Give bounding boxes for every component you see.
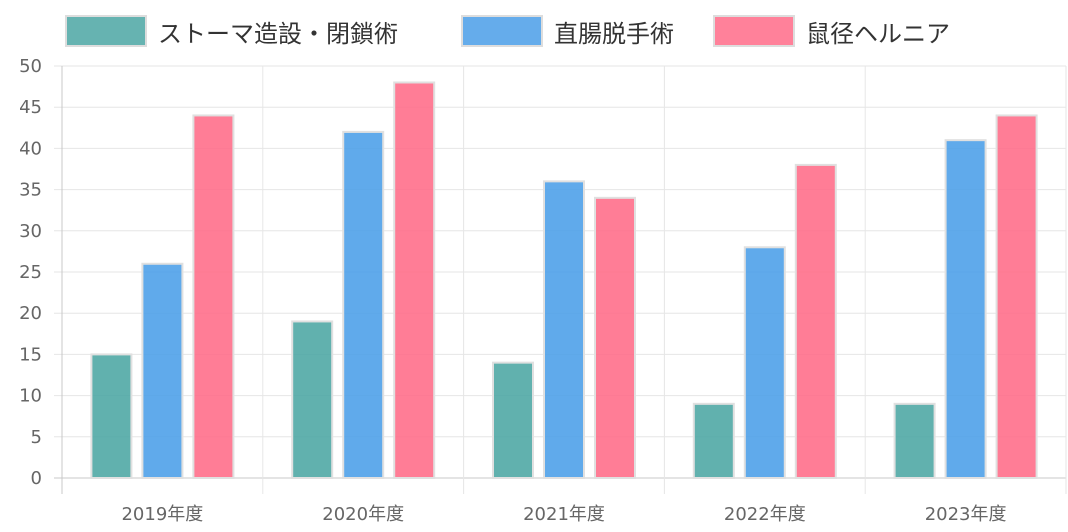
legend-label[interactable]: 直腸脱手術: [554, 20, 674, 48]
legend-swatch[interactable]: [65, 15, 147, 47]
y-tick-label: 30: [19, 221, 42, 242]
y-tick-label: 5: [31, 427, 42, 448]
bar[interactable]: [944, 139, 987, 479]
bar[interactable]: [291, 320, 334, 479]
bar[interactable]: [594, 196, 636, 479]
bar[interactable]: [141, 262, 184, 480]
legend-swatch[interactable]: [713, 15, 795, 47]
legend: ストーマ造設・閉鎖術 直腸脱手術 鼠径ヘルニア: [65, 15, 950, 48]
y-tick-label: 40: [19, 138, 42, 159]
bar[interactable]: [90, 353, 133, 479]
y-tick-label: 15: [19, 344, 42, 365]
y-tick-label: 50: [19, 56, 42, 77]
bar[interactable]: [342, 130, 385, 479]
y-tick-label: 35: [19, 180, 42, 201]
legend-swatch[interactable]: [461, 15, 543, 47]
y-tick-label: 10: [19, 386, 42, 407]
y-tick-label: 25: [19, 262, 42, 283]
bars: [90, 81, 1038, 480]
bar[interactable]: [192, 114, 235, 479]
y-tick-label: 45: [19, 97, 42, 118]
x-tick-label: 2020年度: [322, 504, 404, 525]
legend-label[interactable]: ストーマ造設・閉鎖術: [158, 20, 398, 48]
bar[interactable]: [794, 163, 837, 479]
x-axis: 2019年度 2020年度 2021年度 2022年度 2023年度: [121, 504, 1006, 525]
bar[interactable]: [743, 246, 786, 479]
bar[interactable]: [893, 402, 936, 479]
bar[interactable]: [692, 402, 735, 479]
bar[interactable]: [393, 81, 436, 479]
y-tick-label: 0: [31, 468, 42, 489]
x-tick-label: 2022年度: [724, 504, 806, 525]
y-tick-label: 20: [19, 303, 42, 324]
x-tick-label: 2019年度: [121, 504, 203, 525]
bar[interactable]: [995, 114, 1038, 479]
x-tick-label: 2021年度: [523, 504, 605, 525]
bar[interactable]: [543, 180, 585, 480]
y-axis: 0 5 10 15 20 25 30 35 40 45 50: [19, 56, 42, 489]
x-tick-label: 2023年度: [925, 504, 1007, 525]
legend-label[interactable]: 鼠径ヘルニア: [806, 20, 950, 48]
bar[interactable]: [492, 361, 534, 480]
